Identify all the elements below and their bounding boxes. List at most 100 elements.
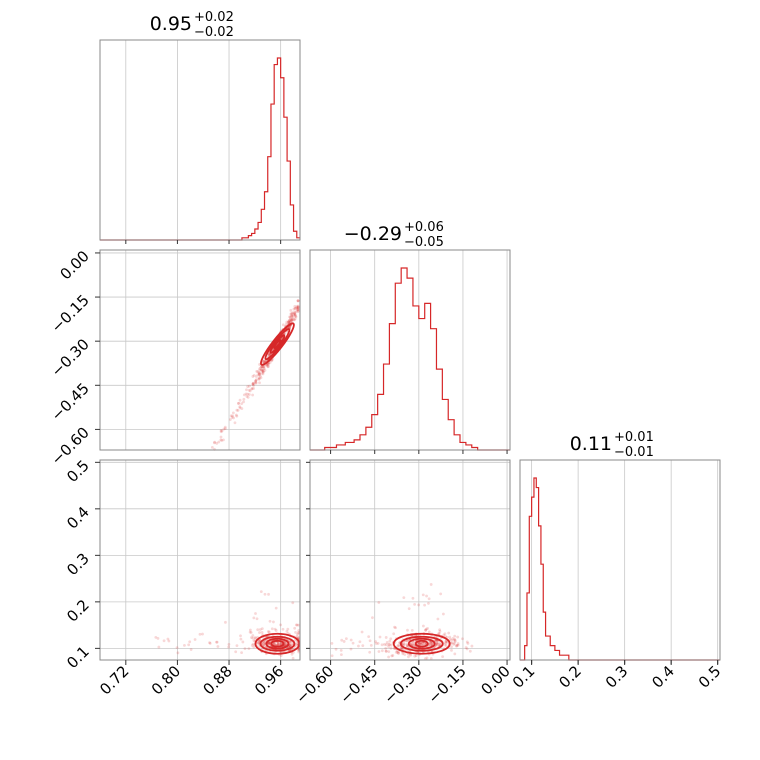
scatter-point bbox=[257, 376, 261, 380]
scatter-point bbox=[290, 318, 294, 322]
scatter-point bbox=[273, 627, 277, 631]
title-value: 0.95 bbox=[150, 13, 192, 35]
x-tick-label: −0.60 bbox=[292, 662, 337, 707]
scatter-point bbox=[464, 646, 468, 649]
scatter-point bbox=[240, 651, 243, 655]
scatter-point bbox=[442, 633, 446, 637]
scatter-point bbox=[412, 644, 416, 647]
scatter-point bbox=[371, 616, 374, 620]
scatter-point bbox=[260, 368, 264, 372]
x-tick-label: −0.45 bbox=[336, 662, 381, 707]
scatter-point bbox=[389, 643, 393, 647]
scatter-point bbox=[236, 409, 240, 412]
contours bbox=[392, 632, 451, 655]
title-plus: +0.02 bbox=[194, 10, 234, 25]
scatter-point bbox=[409, 642, 413, 646]
scatter-point bbox=[449, 641, 453, 645]
scatter-point bbox=[215, 640, 219, 644]
scatter-point bbox=[175, 646, 179, 650]
scatter-point bbox=[219, 428, 223, 432]
title-minus: −0.02 bbox=[194, 25, 234, 40]
scatter-point bbox=[442, 612, 445, 616]
scatter-point bbox=[262, 360, 266, 364]
scatter-point bbox=[360, 630, 364, 634]
scatter-point bbox=[402, 643, 406, 646]
scatter-point bbox=[455, 644, 458, 648]
scatter-point bbox=[407, 607, 411, 611]
scatter-point bbox=[259, 368, 263, 372]
scatter-point bbox=[262, 644, 266, 647]
scatter-point bbox=[268, 641, 271, 645]
scatter-point bbox=[418, 641, 422, 645]
contour-level-3 bbox=[407, 637, 436, 650]
scatter-point bbox=[240, 402, 244, 406]
scatter-point bbox=[400, 647, 404, 651]
scatter-point bbox=[396, 643, 400, 647]
scatter-point bbox=[260, 631, 264, 634]
scatter-point bbox=[374, 640, 377, 643]
scatter-point bbox=[268, 642, 272, 646]
scatter-point bbox=[201, 632, 204, 636]
scatter-point bbox=[296, 308, 300, 312]
scatter-point bbox=[411, 643, 415, 646]
x-tick-label: 0.1 bbox=[509, 662, 539, 692]
scatter-point bbox=[272, 642, 276, 645]
scatter-point bbox=[156, 636, 160, 640]
scatter-point bbox=[286, 627, 290, 631]
scatter-point bbox=[257, 373, 261, 377]
scatter-point bbox=[384, 643, 388, 647]
scatter-point bbox=[285, 320, 289, 324]
scatter-point bbox=[223, 427, 227, 431]
scatter-point bbox=[262, 365, 265, 369]
scatter-point bbox=[407, 655, 410, 659]
scatter-point bbox=[436, 617, 440, 621]
scatter-point bbox=[288, 315, 292, 319]
scatter-point bbox=[239, 637, 243, 641]
histogram-panel-3: 0.11 +0.01−0.01 bbox=[519, 430, 721, 664]
scatter-point bbox=[423, 603, 426, 607]
scatter-point bbox=[258, 628, 262, 631]
scatter-point bbox=[438, 628, 442, 632]
y-tick-labels-3: 0.10.20.30.40.5 bbox=[63, 456, 100, 672]
title-value: −0.29 bbox=[344, 223, 402, 245]
scatter-point bbox=[258, 631, 261, 634]
scatter-point bbox=[154, 636, 158, 639]
scatter-point bbox=[455, 643, 459, 647]
y-tick-label: 0.2 bbox=[63, 596, 93, 626]
x-tick-label: 0.5 bbox=[695, 662, 725, 692]
scatter-point bbox=[263, 640, 267, 644]
scatter-point bbox=[297, 623, 301, 627]
scatter-point bbox=[289, 319, 293, 323]
scatter-point bbox=[294, 315, 298, 319]
scatter-point bbox=[250, 387, 254, 391]
scatter-point bbox=[248, 389, 252, 393]
scatter-point bbox=[427, 630, 431, 634]
scatter-point bbox=[466, 641, 470, 645]
scatter-point bbox=[287, 320, 291, 324]
scatter-point bbox=[384, 649, 388, 653]
scatter-point bbox=[292, 318, 296, 322]
scatter-point bbox=[219, 438, 223, 442]
scatter-point bbox=[294, 642, 298, 646]
scatter-point bbox=[453, 639, 457, 642]
scatter-point bbox=[208, 641, 211, 645]
scatter-point bbox=[390, 654, 394, 658]
scatter-point bbox=[228, 418, 232, 421]
scatter-panel-0-1 bbox=[99, 249, 301, 451]
scatter-point bbox=[380, 649, 384, 653]
scatter-point bbox=[417, 643, 421, 646]
histogram-panel-2: −0.29 +0.06−0.05 bbox=[309, 220, 511, 454]
scatter-point bbox=[238, 406, 242, 410]
scatter-point bbox=[290, 312, 293, 316]
scatter-point bbox=[297, 636, 301, 639]
scatter-point bbox=[293, 318, 296, 322]
histogram-line bbox=[100, 57, 300, 241]
scatter-point bbox=[256, 373, 260, 377]
scatter-point bbox=[261, 369, 265, 373]
scatter-point bbox=[340, 638, 344, 642]
scatter-point bbox=[237, 402, 240, 405]
scatter-point bbox=[290, 317, 294, 321]
scatter-point bbox=[287, 320, 290, 324]
scatter-point bbox=[425, 656, 429, 660]
title-minus: −0.01 bbox=[614, 445, 654, 460]
